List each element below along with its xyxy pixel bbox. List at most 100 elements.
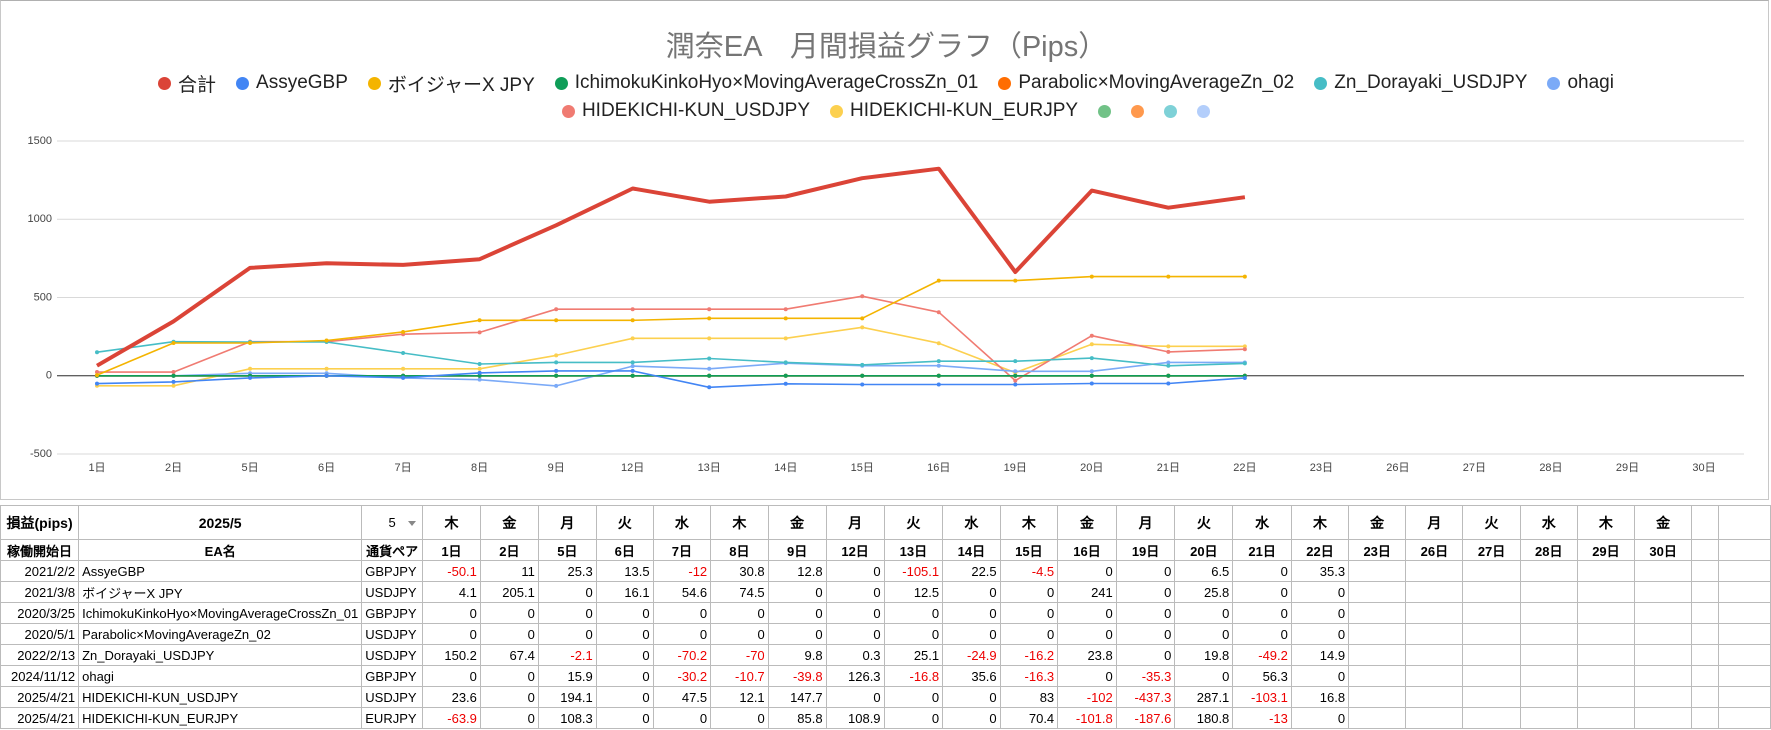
point [171,383,176,388]
cell: 25.1 [883,644,944,666]
x-tick-label: 26日 [1386,462,1409,474]
legend-swatch [1131,104,1145,118]
empty-cell [1348,644,1407,666]
table-row: 2021/2/2 AssyeGBP GBPJPY -50.1 11 25.3 13.5 -12… [0,560,1771,582]
cell: 0 [595,707,654,729]
legend-item: AssyeGBP [236,71,348,95]
empty-cell [1348,602,1407,624]
chart-title: 潤奈EA 月間損益グラフ（Pips） [665,31,1108,63]
point [477,377,482,382]
cell: 0 [595,602,654,624]
point [1089,274,1094,279]
empty-cell [1717,623,1771,645]
header-cell: 水 [652,505,712,540]
empty-cell [1405,602,1464,624]
header-cell: 水 [1519,505,1578,540]
cell: -16.8 [883,665,944,687]
cell: 0 [825,560,885,582]
empty-cell [1462,602,1521,624]
header-cell: 金 [1057,505,1117,540]
table-row: 2021/3/8 ボイジャーX JPY USDJPY 4.1 205.1 0 16.1 54.… [0,581,1771,603]
empty-cell [1717,665,1771,687]
cell: 126.3 [825,665,885,687]
column-cell: 23日 [1348,539,1407,561]
cell: 0 [825,581,885,603]
point [1242,344,1247,349]
header-cell: 木 [710,505,769,540]
cell: 0 [652,623,712,645]
cell: 0 [537,581,597,603]
cell: 0 [1115,581,1176,603]
cell: 35.6 [942,665,1001,687]
header-cell: 木 [1576,505,1636,540]
cell: 0 [652,707,712,729]
column-cell: 通貨ペア [361,539,423,561]
header-cell: 5 [361,505,423,540]
empty-cell [1691,707,1719,729]
cell: AssyeGBP [78,560,363,582]
empty-cell [1634,644,1693,666]
column-cell: 20日 [1174,539,1234,561]
point [401,375,406,380]
empty-cell [1405,623,1464,645]
column-cell: 2日 [479,539,539,561]
empty-cell [1462,707,1521,729]
point [95,381,99,386]
point [1242,347,1247,352]
header-cell: 月 [825,505,885,540]
x-tick-label: 20日 [1080,462,1103,474]
cell: -103.1 [1232,686,1292,708]
column-cell: EA名 [78,539,363,561]
cell: GBPJPY [361,560,423,582]
point [860,362,865,367]
cell: 0 [942,623,1001,645]
cell: 23.6 [421,686,481,708]
empty-cell [1576,707,1636,729]
point [554,368,559,373]
empty-cell [1462,644,1521,666]
cell: -30.2 [652,665,712,687]
cell: 83 [999,686,1059,708]
point [324,338,329,343]
cell: -70 [710,644,769,666]
cell: HIDEKICHI-KUN_EURJPY [78,707,363,729]
x-tick-label: 5日 [241,462,258,474]
point [1166,373,1171,378]
cell: 15.9 [537,665,597,687]
column-cell: 16日 [1057,539,1117,561]
x-tick-label: 19日 [1004,462,1027,474]
cell: 0 [710,602,769,624]
point [554,318,559,323]
empty-cell [1348,560,1407,582]
point [171,379,176,384]
point [860,373,865,378]
cell: 0 [1290,707,1350,729]
x-tick-label: 7日 [395,462,412,474]
empty-cell [1576,644,1636,666]
cell: 0 [767,623,827,645]
cell: 0 [1290,665,1350,687]
cell: 2020/3/25 [0,602,80,624]
table-row: 2024/11/12 ohagi GBPJPY 0 0 15.9 0 -30.2 -10.7 -3… [0,665,1771,687]
cell: 0 [479,602,539,624]
cell: EURJPY [361,707,423,729]
point [401,366,406,371]
point [936,363,941,368]
x-tick-label: 21日 [1157,462,1180,474]
cell: 0 [883,623,944,645]
legend-item: ohagi [1547,71,1614,95]
cell: 108.3 [537,707,597,729]
cell: 180.8 [1174,707,1234,729]
column-cell: 1日 [421,539,481,561]
cell: -35.3 [1115,665,1176,687]
cell: -50.1 [421,560,481,582]
header-cell: 火 [595,505,654,540]
cell: 0 [1057,665,1117,687]
cell: 54.6 [652,581,712,603]
empty-cell [1519,644,1578,666]
x-tick-label: 2日 [165,462,182,474]
x-tick-label: 23日 [1310,462,1333,474]
empty-cell [1634,665,1693,687]
point [1013,378,1018,383]
cell: 56.3 [1232,665,1292,687]
